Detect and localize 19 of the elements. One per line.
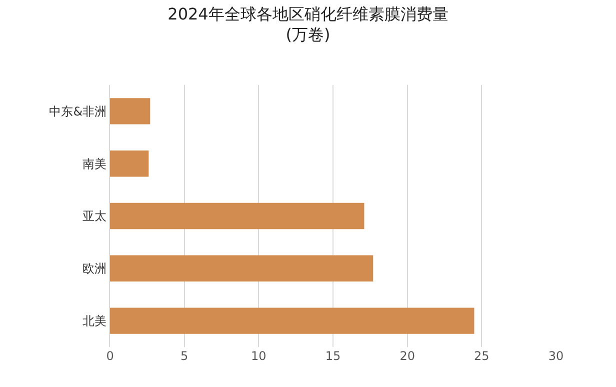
x-tick-label: 5 [180, 349, 188, 363]
y-tick-label: 北美 [82, 314, 107, 328]
x-tick-label: 10 [251, 349, 266, 363]
bar [110, 202, 364, 230]
x-tick-label: 15 [325, 349, 341, 363]
y-tick-label: 欧洲 [82, 262, 107, 276]
chart-title: 2024年全球各地区硝化纤维素膜消费量 [168, 4, 448, 24]
y-tick-label: 亚太 [82, 209, 107, 224]
bar [110, 150, 149, 177]
x-tick-label: 0 [106, 349, 114, 363]
x-tick-label: 20 [400, 349, 415, 363]
y-tick-label: 南美 [82, 156, 107, 171]
bar [110, 255, 374, 282]
y-tick-label: 中东&非洲 [49, 104, 107, 118]
bar [110, 98, 150, 124]
bar [110, 308, 474, 334]
chart-subtitle: (万卷) [286, 25, 330, 44]
x-tick-label: 30 [548, 349, 564, 363]
x-tick-label: 25 [474, 349, 490, 363]
